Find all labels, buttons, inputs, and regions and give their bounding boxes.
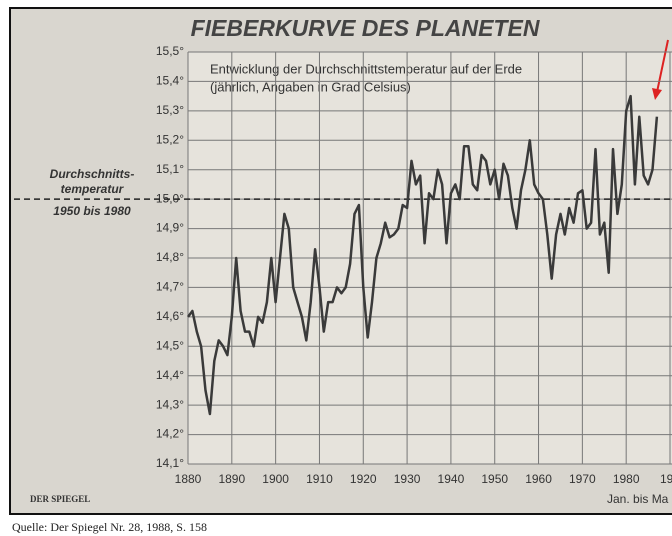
y-tick-label: 14,4° <box>156 368 184 382</box>
x-tick-label: 1900 <box>262 472 289 486</box>
red-arrow-head <box>652 88 662 100</box>
temperature-line <box>186 94 659 416</box>
reference-label: Durchschnitts- <box>50 167 135 181</box>
y-tick-label: 15,2° <box>156 132 184 146</box>
x-tick-label: 1920 <box>350 472 377 486</box>
y-tick-label: 14,5° <box>156 338 184 352</box>
y-tick-label: 14,8° <box>156 250 184 264</box>
subtitle: Entwicklung der Durchschnittstemperatur … <box>210 61 522 76</box>
x-tick-label: 1930 <box>394 472 421 486</box>
x-tick-label: 1940 <box>438 472 465 486</box>
y-tick-label: 14,1° <box>156 456 184 470</box>
y-tick-label: 15,0° <box>156 191 184 205</box>
x-tick-label: 1960 <box>525 472 552 486</box>
x-tick-label: 1980 <box>613 472 640 486</box>
x-tick-label: 1890 <box>218 472 245 486</box>
y-tick-label: 14,2° <box>156 427 184 441</box>
y-tick-label: 15,5° <box>156 44 184 58</box>
source: Quelle: Der Spiegel Nr. 28, 1988, S. 158 <box>12 520 207 534</box>
reference-label: temperatur <box>61 182 125 196</box>
x-tick-label: 1970 <box>569 472 596 486</box>
x-tick-label: 198 <box>660 472 672 486</box>
red-arrow <box>656 39 669 93</box>
y-tick-label: 14,7° <box>156 280 184 294</box>
y-tick-label: 14,6° <box>156 309 184 323</box>
y-tick-label: 14,9° <box>156 221 184 235</box>
y-tick-label: 15,3° <box>156 103 184 117</box>
y-tick-label: 15,4° <box>156 74 184 88</box>
chart-title: FIEBERKURVE DES PLANETEN <box>191 15 540 41</box>
x-tick-label: 1950 <box>481 472 508 486</box>
reference-label: 1950 bis 1980 <box>53 204 131 218</box>
y-tick-label: 14,3° <box>156 397 184 411</box>
x-tick-label: 1910 <box>306 472 333 486</box>
y-tick-label: 15,1° <box>156 162 184 176</box>
logo: DER SPIEGEL <box>30 494 90 504</box>
subtitle-box <box>203 58 483 102</box>
x-tick-label: 1880 <box>175 472 202 486</box>
x-note: Jan. bis Ma <box>607 492 669 506</box>
subtitle: (jährlich, Angaben in Grad Celsius) <box>210 79 411 94</box>
